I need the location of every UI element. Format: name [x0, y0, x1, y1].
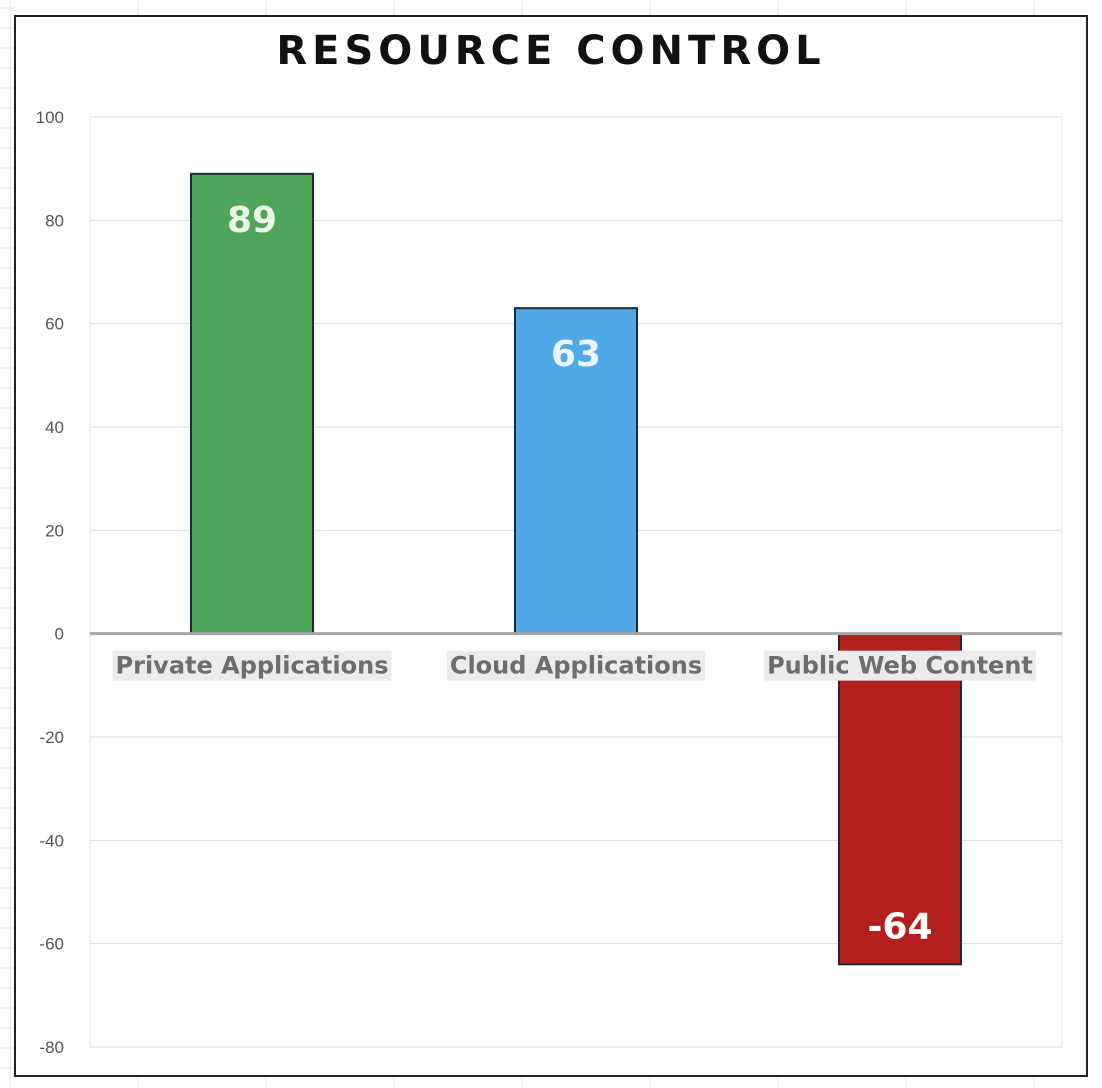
y-tick-label: 20: [45, 521, 64, 540]
category-label: Public Web Content: [767, 652, 1033, 680]
data-label: -64: [867, 906, 932, 947]
data-labels: 89 63 -64: [227, 200, 933, 947]
category-label-background: [446, 650, 706, 681]
data-label: 63: [551, 334, 601, 375]
y-tick-label: -80: [39, 1038, 64, 1057]
category-label: Private Applications: [116, 652, 389, 680]
y-axis-tick-labels: 100 80 60 40 20 0 -20 -40 -60 -80: [36, 108, 64, 1057]
category-labels: Private Applications Cloud Applications Pu…: [112, 650, 1036, 681]
y-tick-label: 80: [45, 211, 64, 230]
chart-title: RESOURCE CONTROL: [276, 28, 826, 74]
category-label: Cloud Applications: [450, 652, 702, 680]
bars: [190, 172, 962, 966]
data-label: 89: [227, 200, 277, 241]
y-tick-label: -40: [39, 831, 64, 850]
y-tick-label: 40: [45, 418, 64, 437]
y-tick-label: 100: [36, 108, 64, 127]
y-tick-label: 60: [45, 315, 64, 334]
y-tick-label: 0: [55, 625, 64, 644]
y-tick-label: -60: [39, 935, 64, 954]
y-tick-label: -20: [39, 728, 64, 747]
bar-public-web-content: [838, 632, 962, 966]
category-label-background: [112, 650, 392, 681]
category-label-background: [764, 650, 1036, 681]
bar-private-applications: [190, 172, 314, 635]
bar-cloud-applications: [514, 307, 638, 635]
